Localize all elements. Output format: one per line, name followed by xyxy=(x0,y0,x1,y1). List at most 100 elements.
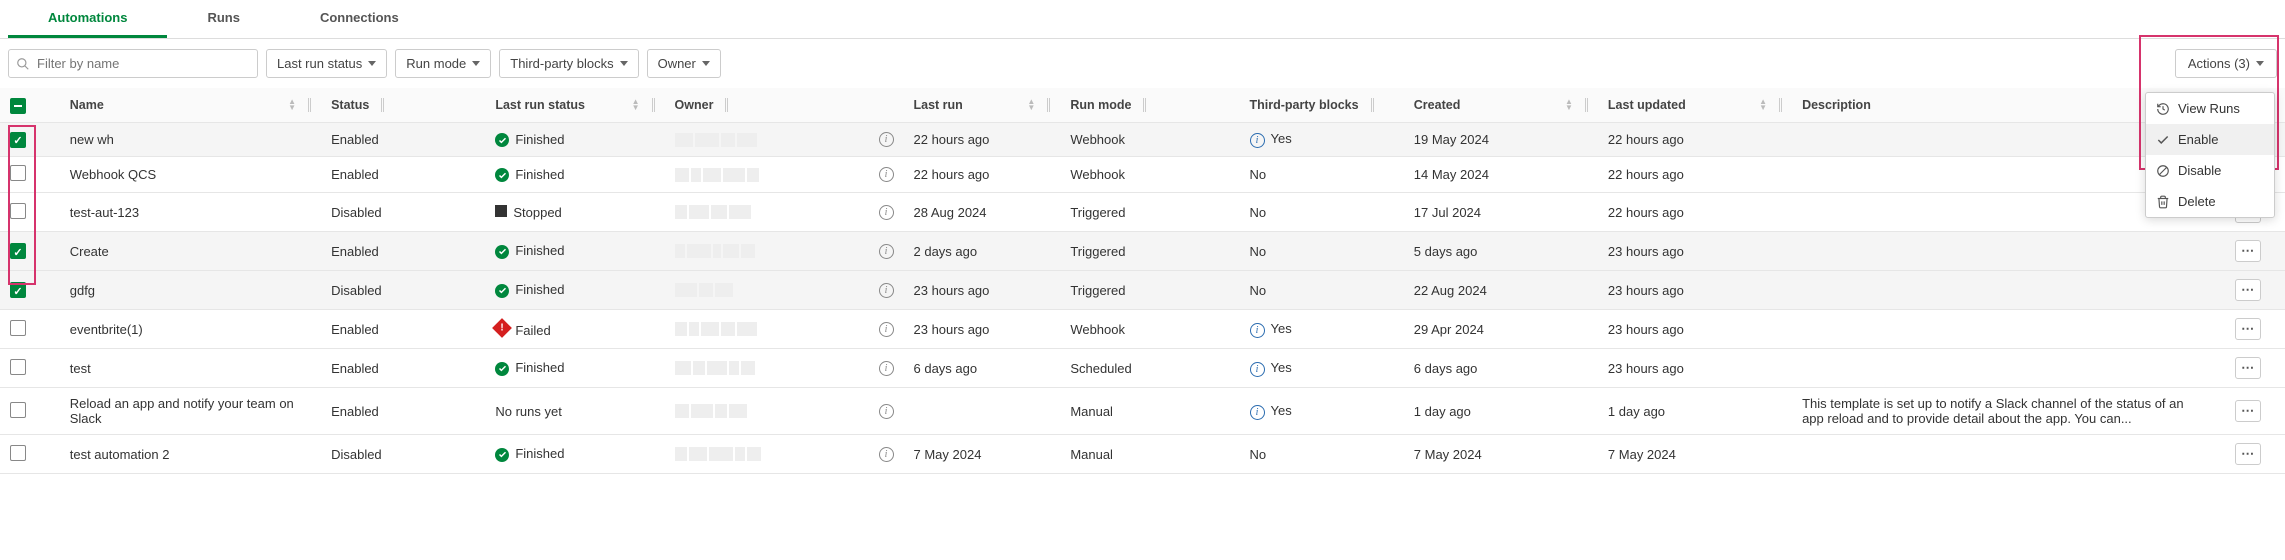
cell-status: Enabled xyxy=(321,123,485,157)
column-resize-icon[interactable] xyxy=(725,98,728,112)
row-checkbox[interactable] xyxy=(10,165,26,181)
table-row[interactable]: Webhook QCSEnabledFinishedi22 hours agoW… xyxy=(0,157,2285,193)
row-more-button[interactable]: ⋯ xyxy=(2235,279,2261,301)
cell-run-mode: Webhook xyxy=(1060,157,1239,193)
filter-owner[interactable]: Owner xyxy=(647,49,721,78)
info-icon[interactable]: i xyxy=(879,447,894,462)
table-row[interactable]: testEnabledFinishedi6 days agoScheduledi… xyxy=(0,349,2285,388)
row-checkbox[interactable] xyxy=(10,320,26,336)
cell-name[interactable]: eventbrite(1) xyxy=(60,310,321,349)
cell-last-run-status: Finished xyxy=(485,349,664,388)
cell-owner: i xyxy=(665,271,904,310)
filter-run-mode[interactable]: Run mode xyxy=(395,49,491,78)
header-created[interactable]: Created▲▼ xyxy=(1404,88,1598,123)
header-last-run-status[interactable]: Last run status▲▼ xyxy=(485,88,664,123)
actions-label: Actions (3) xyxy=(2188,56,2250,71)
table-row[interactable]: eventbrite(1)EnabledFailedi23 hours agoW… xyxy=(0,310,2285,349)
cell-third-party-blocks: iYes xyxy=(1240,123,1404,157)
cell-owner: i xyxy=(665,388,904,435)
cell-last-run: 2 days ago xyxy=(904,232,1061,271)
cell-name[interactable]: test automation 2 xyxy=(60,435,321,474)
cell-description xyxy=(1792,232,2210,271)
cell-name[interactable]: Webhook QCS xyxy=(60,157,321,193)
header-third-party-blocks[interactable]: Third-party blocks xyxy=(1240,88,1404,123)
header-status[interactable]: Status xyxy=(321,88,485,123)
row-more-button[interactable]: ⋯ xyxy=(2235,357,2261,379)
actions-disable[interactable]: Disable xyxy=(2146,155,2274,186)
info-icon[interactable]: i xyxy=(1250,362,1265,377)
info-icon[interactable]: i xyxy=(1250,405,1265,420)
cell-description: This template is set up to notify a Slac… xyxy=(1792,388,2210,435)
row-checkbox[interactable] xyxy=(10,359,26,375)
row-more-button[interactable]: ⋯ xyxy=(2235,400,2261,422)
header-run-mode[interactable]: Run mode xyxy=(1060,88,1239,123)
header-name[interactable]: Name▲▼ xyxy=(60,88,321,123)
chevron-down-icon xyxy=(368,61,376,66)
column-resize-icon[interactable] xyxy=(1047,98,1050,112)
cell-run-mode: Manual xyxy=(1060,388,1239,435)
cell-owner: i xyxy=(665,193,904,232)
header-last-run[interactable]: Last run▲▼ xyxy=(904,88,1061,123)
header-last-updated[interactable]: Last updated▲▼ xyxy=(1598,88,1792,123)
cell-created: 1 day ago xyxy=(1404,388,1598,435)
info-icon[interactable]: i xyxy=(1250,133,1265,148)
column-resize-icon[interactable] xyxy=(381,98,384,112)
row-checkbox[interactable] xyxy=(10,243,26,259)
info-icon[interactable]: i xyxy=(879,132,894,147)
cell-name[interactable]: Create xyxy=(60,232,321,271)
header-select-all[interactable] xyxy=(0,88,60,123)
table-row[interactable]: new whEnabledFinishedi22 hours agoWebhoo… xyxy=(0,123,2285,157)
row-checkbox[interactable] xyxy=(10,132,26,148)
cell-run-mode: Scheduled xyxy=(1060,349,1239,388)
actions-button[interactable]: Actions (3) xyxy=(2175,49,2277,78)
column-resize-icon[interactable] xyxy=(1585,98,1588,112)
row-more-button[interactable]: ⋯ xyxy=(2235,443,2261,465)
actions-view-runs[interactable]: View Runs xyxy=(2146,93,2274,124)
filter-third-party-blocks[interactable]: Third-party blocks xyxy=(499,49,638,78)
cell-name[interactable]: new wh xyxy=(60,123,321,157)
row-checkbox[interactable] xyxy=(10,402,26,418)
search-input[interactable] xyxy=(8,49,258,78)
row-checkbox[interactable] xyxy=(10,282,26,298)
menu-label: Enable xyxy=(2178,132,2218,147)
info-icon[interactable]: i xyxy=(879,244,894,259)
column-resize-icon[interactable] xyxy=(308,98,311,112)
info-icon[interactable]: i xyxy=(879,361,894,376)
sort-icon: ▲▼ xyxy=(1565,99,1573,111)
filter-last-run-status[interactable]: Last run status xyxy=(266,49,387,78)
tab-runs[interactable]: Runs xyxy=(167,0,280,38)
info-icon[interactable]: i xyxy=(879,322,894,337)
cell-created: 19 May 2024 xyxy=(1404,123,1598,157)
table-row[interactable]: test-aut-123DisabledStoppedi28 Aug 2024T… xyxy=(0,193,2285,232)
info-icon[interactable]: i xyxy=(879,283,894,298)
cell-name[interactable]: test xyxy=(60,349,321,388)
column-resize-icon[interactable] xyxy=(652,98,655,112)
row-more-button[interactable]: ⋯ xyxy=(2235,240,2261,262)
row-more-button[interactable]: ⋯ xyxy=(2235,318,2261,340)
cell-name[interactable]: Reload an app and notify your team on Sl… xyxy=(60,388,321,435)
row-checkbox[interactable] xyxy=(10,445,26,461)
header-owner[interactable]: Owner xyxy=(665,88,904,123)
table-row[interactable]: CreateEnabledFinishedi2 days agoTriggere… xyxy=(0,232,2285,271)
info-icon[interactable]: i xyxy=(1250,323,1265,338)
actions-enable[interactable]: Enable xyxy=(2146,124,2274,155)
info-icon[interactable]: i xyxy=(879,205,894,220)
disable-icon xyxy=(2156,164,2170,178)
chevron-down-icon xyxy=(620,61,628,66)
column-resize-icon[interactable] xyxy=(1779,98,1782,112)
actions-delete[interactable]: Delete xyxy=(2146,186,2274,217)
row-checkbox[interactable] xyxy=(10,203,26,219)
table-row[interactable]: test automation 2DisabledFinishedi7 May … xyxy=(0,435,2285,474)
tab-connections[interactable]: Connections xyxy=(280,0,439,38)
cell-name[interactable]: test-aut-123 xyxy=(60,193,321,232)
info-icon[interactable]: i xyxy=(879,404,894,419)
status-finished-icon xyxy=(495,168,509,182)
cell-name[interactable]: gdfg xyxy=(60,271,321,310)
table-row[interactable]: Reload an app and notify your team on Sl… xyxy=(0,388,2285,435)
info-icon[interactable]: i xyxy=(879,167,894,182)
sort-icon: ▲▼ xyxy=(288,99,296,111)
column-resize-icon[interactable] xyxy=(1143,98,1146,112)
tab-automations[interactable]: Automations xyxy=(8,0,167,38)
column-resize-icon[interactable] xyxy=(1371,98,1374,112)
table-row[interactable]: gdfgDisabledFinishedi23 hours agoTrigger… xyxy=(0,271,2285,310)
